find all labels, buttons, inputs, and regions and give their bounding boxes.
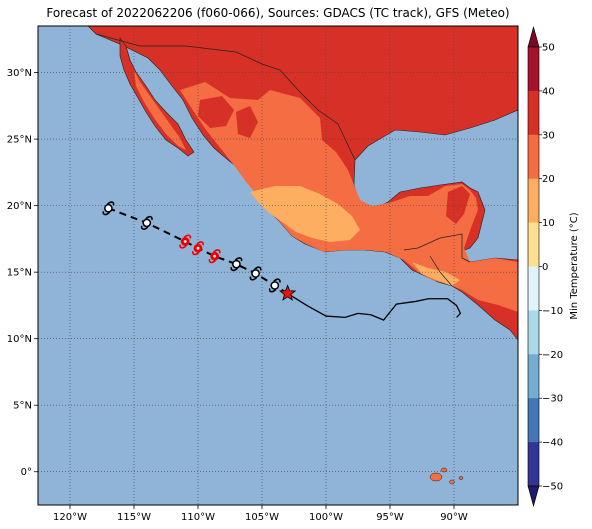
y-tick-label: 5°N [13, 401, 32, 412]
land-plateau-mild [250, 186, 360, 242]
y-tick-label: 20°N [7, 201, 32, 212]
colorbar-band [528, 178, 539, 223]
colorbar-band [528, 442, 539, 487]
island-4 [458, 476, 464, 480]
x-tick-label: 105°W [245, 512, 279, 523]
cyclone-icon [102, 201, 115, 216]
colorbar-tick-label: 40 [542, 86, 555, 97]
cyclone-icon [230, 257, 243, 272]
colorbar-band [528, 134, 539, 179]
colorbar-tick-label: −20 [542, 350, 563, 361]
colorbar-tick-label: −50 [542, 482, 563, 493]
axis-ticks: 120°W 115°W 110°W 105°W 100°W 95°W 90°W 0° 5°N 10… [7, 68, 468, 523]
colorbar-tick-label: 10 [542, 218, 555, 229]
island-2 [440, 467, 448, 473]
map-title: Forecast of 2022062206 (f060-066), Sourc… [46, 6, 510, 20]
x-tick-label: 120°W [53, 512, 87, 523]
land-interior-hot-1 [198, 96, 234, 128]
cyclone-icon [179, 234, 192, 249]
colorbar-tick-label: 0 [542, 262, 548, 273]
land-yucatan-hot [446, 186, 470, 224]
current-position-star-icon [278, 284, 297, 301]
y-tick-label: 10°N [7, 334, 32, 345]
colorbar-tick-label: −40 [542, 438, 563, 449]
y-tick-label: 15°N [7, 268, 32, 279]
grid-lines [38, 26, 518, 505]
past-track-line [287, 292, 462, 321]
colorbar-extend-bottom [527, 485, 540, 508]
cyclone-icon [208, 249, 221, 264]
colorbar-band [528, 266, 539, 311]
land-central-am-mild [412, 262, 460, 286]
colorbar-tick-label: −10 [542, 306, 563, 317]
x-tick-label: 110°W [181, 512, 215, 523]
island-3 [449, 479, 455, 485]
colorbar-tick-label: 20 [542, 174, 555, 185]
us-mexico-border [95, 33, 356, 161]
cyclone-icon [192, 241, 204, 256]
colorbar-band [528, 354, 539, 399]
y-tick-label: 25°N [7, 135, 32, 146]
colorbar-band [528, 222, 539, 267]
colorbar-tick-label: −30 [542, 394, 563, 405]
cyclone-icon [268, 278, 281, 293]
colorbar-tick-label: 30 [542, 130, 555, 141]
colorbar-band [528, 310, 539, 355]
land-baja-warm [134, 70, 186, 150]
island-1 [429, 472, 443, 482]
land-baja-hot [119, 37, 195, 157]
land-interior-hot-2 [236, 106, 258, 138]
colorbar: 50 40 30 20 10 0 −10 −20 −30 −40 −50 [527, 25, 563, 508]
colorbar-band [528, 398, 539, 443]
x-tick-label: 90°W [440, 512, 468, 523]
y-tick-label: 30°N [7, 68, 32, 79]
y-tick-label: 0° [21, 467, 32, 478]
colorbar-label: Min Temperature (°C) [569, 212, 580, 319]
colorbar-extend-top [527, 25, 540, 48]
colorbar-band [528, 47, 539, 92]
land-mexico-warm [180, 82, 518, 312]
map-frame [37, 25, 519, 506]
x-tick-label: 95°W [376, 512, 404, 523]
colorbar-band [528, 90, 539, 136]
colorbar-tick-label: 50 [542, 43, 555, 54]
cyclone-icon [249, 266, 262, 281]
x-tick-label: 115°W [117, 512, 151, 523]
cyclone-icon [140, 215, 153, 230]
x-tick-label: 100°W [309, 512, 343, 523]
storm-track [102, 201, 462, 321]
